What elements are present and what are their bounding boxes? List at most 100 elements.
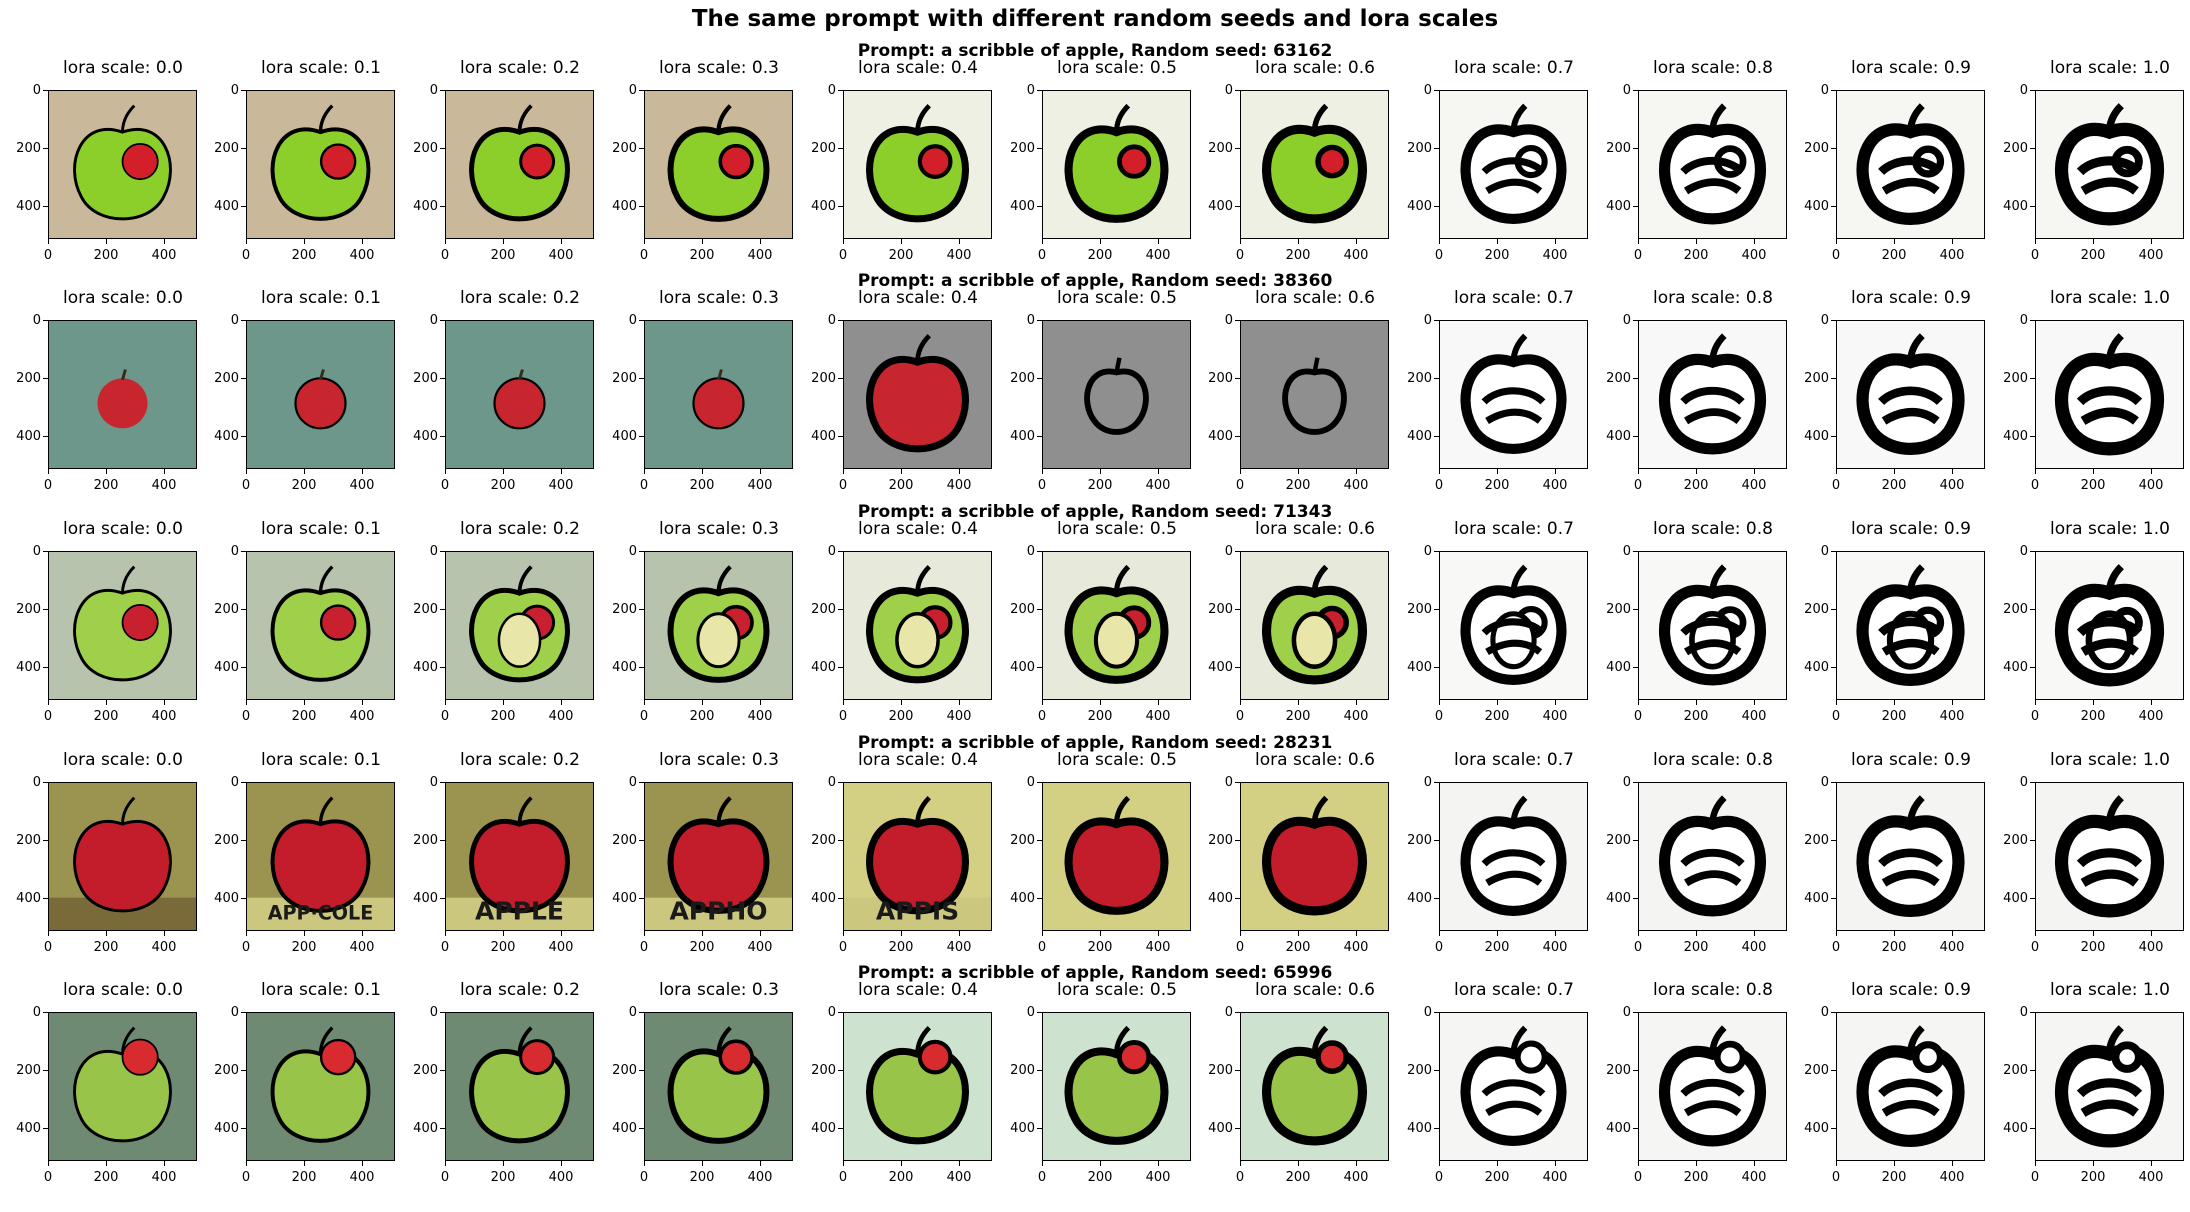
image-cell: lora scale: 0.6 0 200 400 0 200 400 [1208, 288, 1440, 520]
y-tick-label: 0 [1423, 544, 1432, 559]
x-tick [246, 931, 247, 936]
y-tick-label: 200 [811, 1063, 836, 1078]
y-tick-label: 0 [32, 544, 41, 559]
y-tick-label: 400 [1407, 660, 1432, 675]
x-tick [1894, 1161, 1895, 1166]
apple-image [1042, 782, 1191, 931]
y-tick-label: 200 [16, 371, 41, 386]
image-cell: lora scale: 0.8 0 200 400 0 200 400 [1606, 58, 1838, 290]
x-tick [2093, 931, 2094, 936]
cell-title: lora scale: 0.5 [1057, 58, 1177, 78]
x-tick [702, 239, 703, 244]
y-tick-label: 0 [1622, 544, 1631, 559]
x-tick-label: 200 [2080, 478, 2106, 493]
x-tick-label: 0 [838, 709, 848, 724]
y-tick-label: 200 [16, 602, 41, 617]
y-tick [241, 1012, 246, 1013]
x-tick [644, 1161, 645, 1166]
y-tick [1037, 206, 1042, 207]
x-tick-label: 400 [1542, 709, 1568, 724]
x-tick [2151, 931, 2152, 936]
x-tick-label: 400 [2138, 248, 2164, 263]
y-tick [43, 436, 48, 437]
x-tick [561, 239, 562, 244]
apple-drawing [1440, 1013, 1587, 1160]
x-tick-label: 400 [151, 1170, 177, 1185]
x-tick-label: 0 [1037, 248, 1047, 263]
x-tick-label: 0 [43, 940, 53, 955]
x-tick [2035, 931, 2036, 936]
x-tick [106, 1161, 107, 1166]
x-tick-label: 200 [490, 709, 516, 724]
y-tick-label: 200 [1407, 141, 1432, 156]
x-tick [2093, 239, 2094, 244]
y-tick-label: 400 [1010, 891, 1035, 906]
x-tick [1952, 931, 1953, 936]
y-tick [1037, 609, 1042, 610]
x-tick [1555, 469, 1556, 474]
cell-title: lora scale: 0.9 [1851, 519, 1971, 539]
apple-drawing [1639, 321, 1786, 468]
x-tick [702, 931, 703, 936]
x-tick [959, 931, 960, 936]
y-tick-label: 0 [1224, 544, 1233, 559]
x-tick [1298, 469, 1299, 474]
y-tick-label: 400 [1804, 660, 1829, 675]
x-tick [1754, 239, 1755, 244]
cell-title: lora scale: 0.6 [1255, 980, 1375, 1000]
y-tick [1831, 320, 1836, 321]
image-cell: lora scale: 0.9 0 200 400 0 200 400 [1804, 980, 2036, 1212]
x-tick [760, 239, 761, 244]
x-tick-label: 400 [1343, 940, 1369, 955]
y-tick [838, 148, 843, 149]
y-tick-label: 0 [32, 83, 41, 98]
cell-title: lora scale: 1.0 [2050, 980, 2170, 1000]
x-tick [246, 469, 247, 474]
image-cell: lora scale: 0.1 0 200 400 0 200 400 [214, 519, 446, 751]
x-tick [1439, 931, 1440, 936]
y-tick [1434, 320, 1439, 321]
x-tick [1696, 700, 1697, 705]
x-tick-label: 400 [1145, 1170, 1171, 1185]
image-cell: lora scale: 0.8 0 200 400 0 200 400 [1606, 980, 1838, 1212]
y-tick-label: 200 [612, 371, 637, 386]
y-tick-label: 0 [628, 1005, 637, 1020]
x-tick-label: 0 [2030, 478, 2040, 493]
apple-drawing [247, 321, 394, 468]
cell-title: lora scale: 0.8 [1653, 980, 1773, 1000]
y-tick [440, 551, 445, 552]
y-tick [440, 378, 445, 379]
y-tick [241, 320, 246, 321]
apple-image [1638, 551, 1787, 700]
y-tick [639, 1128, 644, 1129]
y-tick [838, 898, 843, 899]
y-tick-label: 0 [628, 83, 637, 98]
apple-drawing [1043, 91, 1190, 238]
x-tick [1240, 1161, 1241, 1166]
y-tick-label: 0 [827, 544, 836, 559]
y-tick-label: 0 [429, 775, 438, 790]
apple-image [1439, 782, 1588, 931]
x-tick [1696, 469, 1697, 474]
apple-image [445, 90, 594, 239]
y-tick-label: 200 [1804, 602, 1829, 617]
y-tick-label: 0 [1423, 1005, 1432, 1020]
image-cell: lora scale: 0.6 0 200 400 0 200 400 [1208, 519, 1440, 751]
y-tick-label: 0 [1820, 775, 1829, 790]
y-tick [1037, 898, 1042, 899]
x-tick-label: 400 [1741, 709, 1767, 724]
image-cell: lora scale: 0.3 APPHO 0 200 400 0 200 400 [612, 750, 844, 982]
y-tick-label: 400 [1407, 199, 1432, 214]
cell-title: lora scale: 0.5 [1057, 750, 1177, 770]
cell-title: lora scale: 0.9 [1851, 750, 1971, 770]
x-tick-label: 400 [1145, 940, 1171, 955]
cell-title: lora scale: 0.3 [659, 980, 779, 1000]
apple-drawing [1043, 321, 1190, 468]
image-cell: lora scale: 0.6 0 200 400 0 200 400 [1208, 980, 1440, 1212]
y-tick-label: 0 [827, 83, 836, 98]
image-cell: lora scale: 0.7 0 200 400 0 200 400 [1407, 519, 1639, 751]
apple-drawing [49, 1013, 196, 1160]
x-tick [644, 239, 645, 244]
y-tick-label: 400 [1606, 429, 1631, 444]
x-tick [702, 1161, 703, 1166]
